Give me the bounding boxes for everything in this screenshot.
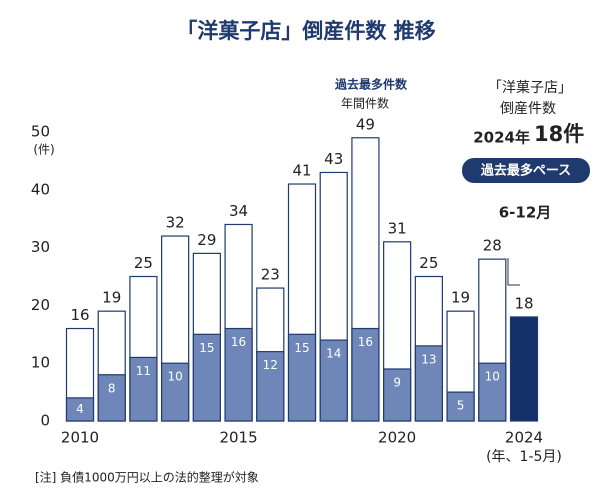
value-label: 4	[76, 402, 84, 416]
value-label: 10	[485, 370, 500, 384]
record-label: 過去最多件数	[334, 77, 408, 92]
x-tick-label: 2024	[505, 429, 543, 447]
value-label: 10	[168, 370, 183, 384]
y-tick-label: 20	[31, 296, 50, 314]
callout-count: 18件	[534, 122, 584, 146]
badge-text: 過去最多ペース	[480, 163, 571, 179]
y-tick-label: 40	[31, 180, 50, 198]
value-label: 41	[292, 162, 311, 180]
value-label: 16	[70, 306, 89, 324]
badge	[462, 158, 590, 183]
y-tick-label: 50	[31, 123, 50, 141]
remaining-label: 6-12月	[499, 204, 552, 222]
bar	[161, 362, 190, 422]
value-label: 25	[134, 254, 153, 272]
bar	[319, 339, 348, 422]
value-label: 5	[457, 399, 465, 413]
bar	[224, 327, 253, 422]
value-label: 43	[324, 150, 343, 168]
value-label: 13	[421, 352, 436, 366]
bar	[129, 356, 158, 422]
value-label: 14	[326, 347, 341, 361]
bar	[256, 351, 285, 422]
x-tick-label: 2010	[61, 429, 99, 447]
bar	[446, 391, 475, 422]
value-label: 16	[231, 335, 246, 349]
value-label: 29	[197, 231, 216, 249]
bar	[414, 345, 443, 422]
bar	[192, 333, 221, 422]
bar	[383, 368, 412, 422]
value-label: 19	[102, 289, 121, 307]
record-sub: 年間件数	[341, 96, 389, 111]
x-tick-label: 2015	[219, 429, 257, 447]
y-tick-label: 30	[31, 238, 50, 256]
bar	[509, 316, 539, 422]
callout-line: 「洋菓子店」	[488, 80, 572, 96]
y-tick-label: 10	[31, 354, 50, 372]
value-label: 34	[229, 202, 248, 220]
value-label: 9	[393, 375, 401, 389]
bar	[65, 397, 95, 422]
chart-title: 「洋菓子店」倒産件数 推移	[176, 19, 435, 43]
value-label: 15	[199, 341, 214, 355]
value-label: 49	[356, 115, 375, 133]
value-label: 12	[263, 358, 278, 372]
value-label: 23	[261, 266, 280, 284]
bar	[478, 362, 507, 422]
bar	[351, 327, 380, 422]
value-label: 8	[108, 381, 116, 395]
value-label: 32	[166, 214, 185, 232]
value-label: 31	[388, 219, 407, 237]
x-note: (年、1-5月)	[486, 449, 562, 465]
leader-line	[507, 258, 520, 286]
value-label: 11	[136, 364, 151, 378]
value-label: 28	[483, 237, 502, 255]
y-axis-label: (件)	[33, 143, 54, 157]
value-label: 19	[451, 289, 470, 307]
y-tick-label: 0	[40, 412, 50, 430]
value-label: 16	[358, 335, 373, 349]
footnote: [注] 負債1000万円以上の法的整理が対象	[35, 470, 259, 485]
callout-year: 2024年	[473, 129, 530, 147]
callout-line: 倒産件数	[500, 101, 556, 117]
value-label: 18	[514, 294, 533, 312]
x-tick-label: 2020	[378, 429, 416, 447]
value-label: 25	[419, 254, 438, 272]
bar	[287, 333, 317, 422]
value-label: 15	[294, 341, 309, 355]
bar	[97, 374, 126, 422]
